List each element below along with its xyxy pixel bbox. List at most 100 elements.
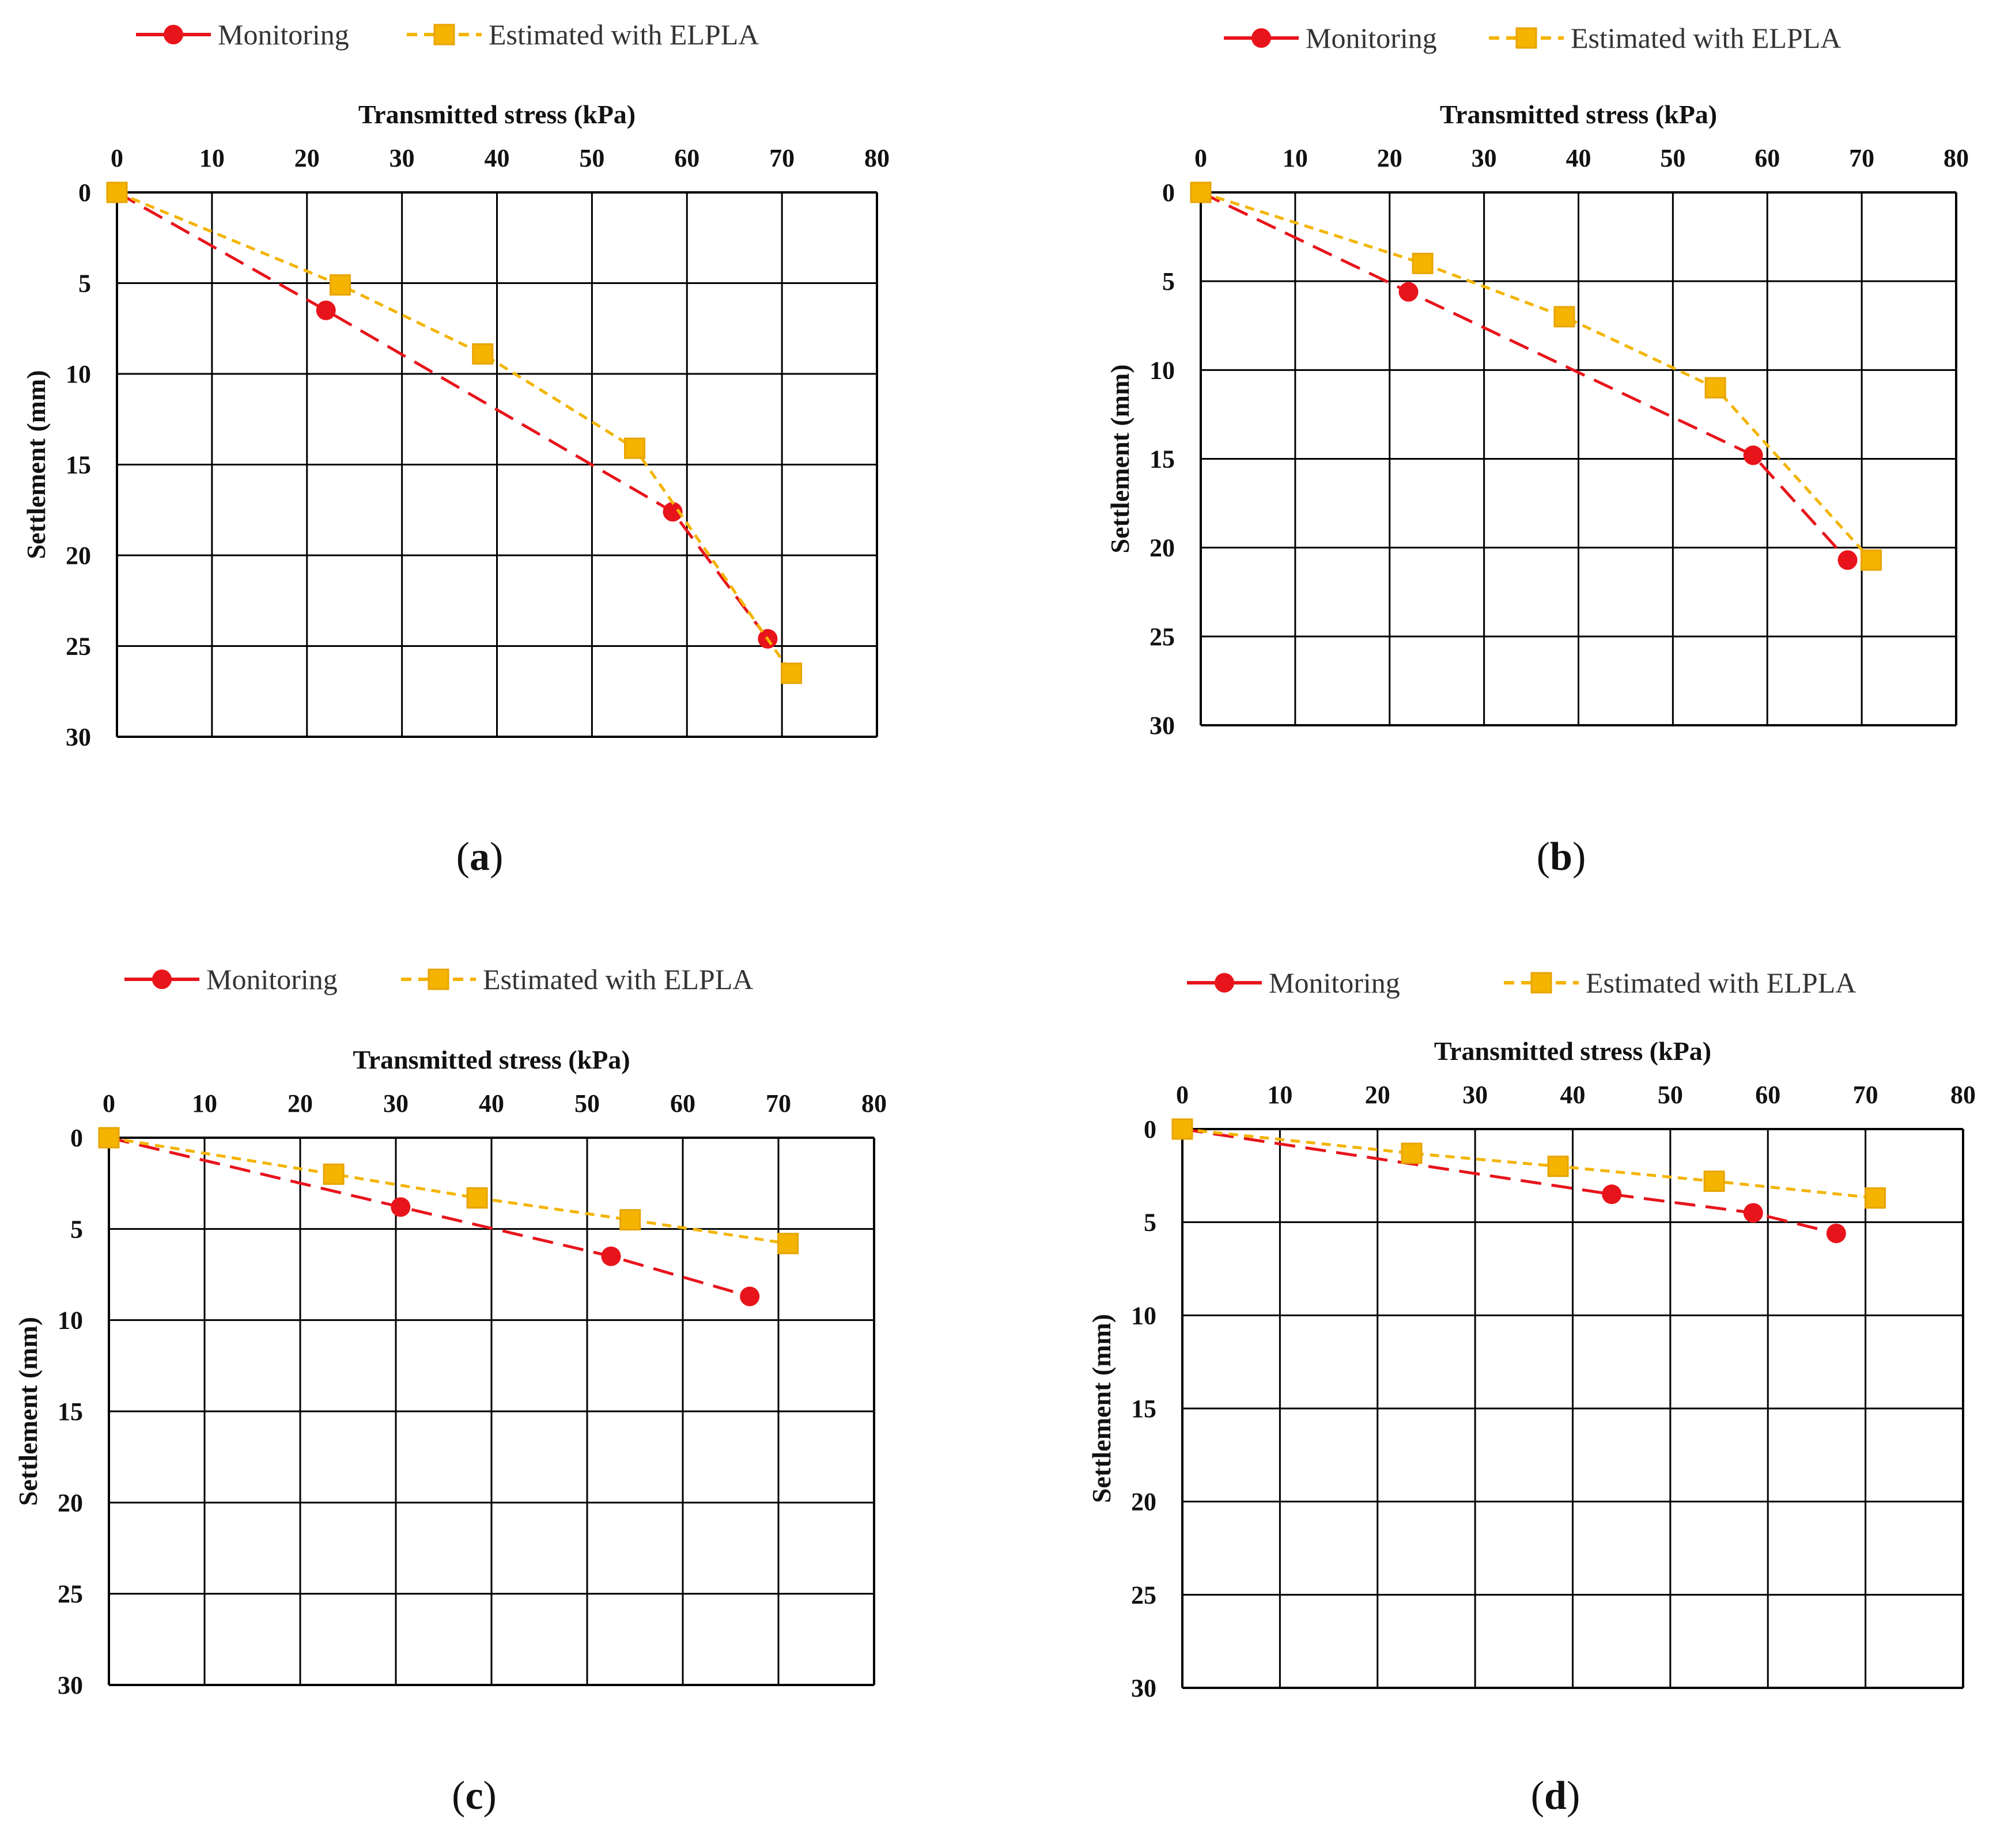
x-tick-label: 30 — [390, 144, 415, 172]
panel-letter: d — [1544, 1774, 1567, 1818]
series-line — [1182, 1127, 1875, 1200]
data-point — [1865, 1187, 1886, 1209]
y-tick-label: 5 — [1144, 1209, 1156, 1237]
data-point — [98, 1127, 120, 1149]
data-point — [1602, 1184, 1622, 1205]
panel-label: (b) — [1537, 835, 1586, 879]
y-tick-label: 15 — [1149, 445, 1175, 474]
series-estimated — [106, 181, 803, 684]
series-monitoring — [1191, 183, 1858, 570]
y-tick-label: 25 — [66, 633, 91, 661]
x-tick-label: 10 — [1267, 1081, 1292, 1109]
x-tick-label: 50 — [1660, 144, 1685, 172]
x-tick-label: 60 — [1755, 1081, 1780, 1109]
data-point — [740, 1286, 760, 1307]
legend-estimated-marker — [1530, 972, 1552, 994]
x-tick-label: 30 — [1472, 144, 1497, 172]
legend-estimated-label: Estimated with ELPLA — [1586, 967, 1856, 999]
x-tick-label: 20 — [1365, 1081, 1390, 1109]
y-tick-label: 0 — [1162, 179, 1175, 207]
x-tick-label: 40 — [485, 144, 510, 172]
x-tick-label: 10 — [1283, 144, 1308, 172]
x-tick-label: 50 — [1658, 1081, 1683, 1109]
series-line — [1200, 191, 1873, 561]
grid — [1200, 191, 1957, 726]
y-axis-title: Settlement (mm) — [21, 370, 51, 559]
legend-monitoring-label: Monitoring — [218, 18, 349, 51]
y-tick-label: 0 — [78, 179, 91, 207]
x-tick-label: 80 — [1950, 1081, 1976, 1109]
legend-monitoring-marker — [152, 970, 172, 989]
y-tick-label: 30 — [66, 723, 91, 751]
x-tick-label: 10 — [199, 144, 225, 172]
x-tick-label: 0 — [1176, 1081, 1189, 1109]
legend-monitoring-label: Monitoring — [1306, 22, 1437, 54]
data-point — [391, 1197, 411, 1217]
x-tick-label: 80 — [861, 1089, 887, 1118]
x-tick-label: 50 — [574, 1089, 600, 1118]
series-line — [108, 1136, 750, 1298]
chart-panel-a: Monitoring Estimated with ELPLA Transmitte… — [21, 18, 890, 879]
data-point — [619, 1209, 641, 1230]
data-point — [1398, 282, 1419, 302]
chart-panel-c: Monitoring Estimated with ELPLA Transmitte… — [13, 963, 887, 1818]
y-axis-title: Settlement (mm) — [1105, 364, 1135, 553]
series-line — [108, 1136, 788, 1245]
data-point — [1553, 306, 1575, 328]
y-tick-label: 15 — [1131, 1395, 1156, 1423]
series-line — [116, 191, 769, 640]
y-tick-label: 25 — [1131, 1581, 1156, 1609]
series-line — [116, 191, 793, 675]
series-line — [1182, 1127, 1837, 1235]
data-point — [1837, 550, 1858, 570]
legend-monitoring-marker — [164, 25, 183, 44]
y-tick-label: 15 — [66, 451, 91, 479]
data-point — [1743, 1203, 1763, 1223]
data-point — [1412, 252, 1434, 274]
y-tick-label: 10 — [1131, 1301, 1156, 1330]
legend-estimated-label: Estimated with ELPLA — [489, 18, 759, 51]
y-tick-label: 30 — [1131, 1674, 1156, 1702]
series-estimated — [98, 1127, 799, 1255]
data-point — [106, 181, 128, 203]
data-point — [1861, 549, 1882, 571]
data-point — [316, 300, 336, 320]
legend-estimated-marker — [428, 968, 449, 990]
legend: Monitoring Estimated with ELPLA — [124, 963, 753, 995]
x-axis-title: Transmitted stress (kPa) — [1434, 1036, 1711, 1066]
x-tick-label: 40 — [1560, 1081, 1586, 1109]
x-axis-title: Transmitted stress (kPa) — [353, 1045, 630, 1074]
x-tick-label: 60 — [1754, 144, 1780, 172]
x-tick-label: 0 — [111, 144, 123, 172]
x-tick-label: 70 — [769, 144, 795, 172]
data-point — [624, 437, 646, 459]
series-estimated — [1190, 181, 1882, 571]
x-tick-label: 40 — [479, 1089, 504, 1118]
data-point — [1703, 1171, 1725, 1192]
legend-monitoring-marker — [1215, 973, 1234, 993]
x-axis-title: Transmitted stress (kPa) — [358, 100, 636, 129]
x-axis-title: Transmitted stress (kPa) — [1440, 100, 1717, 129]
x-tick-label: 0 — [1194, 144, 1207, 172]
y-tick-label: 0 — [1144, 1115, 1156, 1143]
x-tick-label: 70 — [766, 1089, 791, 1118]
panel-label: (a) — [456, 835, 504, 879]
x-tick-label: 10 — [192, 1089, 217, 1118]
grid — [108, 1137, 875, 1686]
panel-label: (d) — [1531, 1774, 1580, 1818]
data-point — [466, 1187, 488, 1209]
legend-estimated-label: Estimated with ELPLA — [1571, 22, 1841, 54]
panel-letter: a — [470, 835, 490, 879]
series-monitoring — [99, 1128, 760, 1307]
x-tick-label: 70 — [1849, 144, 1874, 172]
series-monitoring — [1173, 1119, 1846, 1244]
x-tick-label: 30 — [1462, 1081, 1488, 1109]
y-axis-title: Settlement (mm) — [13, 1317, 43, 1506]
y-tick-label: 10 — [58, 1307, 83, 1335]
data-point — [1547, 1156, 1569, 1177]
x-tick-label: 80 — [864, 144, 890, 172]
y-tick-label: 15 — [58, 1398, 83, 1426]
y-tick-label: 25 — [58, 1580, 83, 1608]
x-tick-label: 70 — [1853, 1081, 1878, 1109]
